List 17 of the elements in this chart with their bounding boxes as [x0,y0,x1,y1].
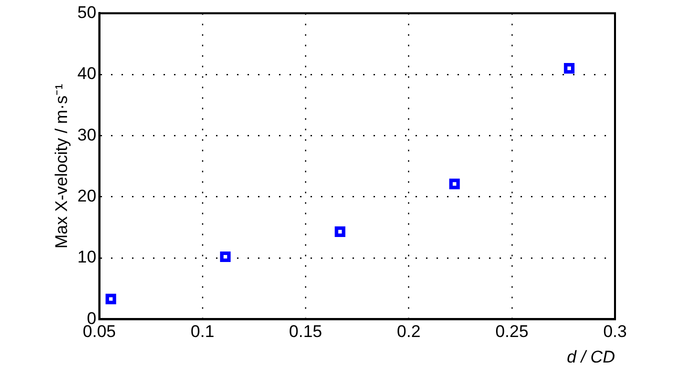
x-tick-label: 0.2 [396,322,421,342]
x-tick-label: 0.1 [190,322,214,342]
y-axis-title: Max X-velocity / m·s⁻¹ [52,84,71,249]
point [106,294,116,304]
y-tick-label: 10 [77,248,96,267]
x-tick-label: 0.3 [603,322,627,342]
point [220,251,231,262]
x-axis-title: d / CD [566,348,615,367]
x-tick-label: 0.25 [495,322,528,342]
y-tick-label: 30 [77,125,96,144]
point [564,62,574,74]
point [449,178,460,190]
x-tick-label: 0.15 [289,322,322,342]
y-tick-label: 40 [77,64,96,84]
y-tick-label: 50 [77,2,96,22]
point [334,226,346,237]
y-tick-label: 20 [77,186,96,206]
